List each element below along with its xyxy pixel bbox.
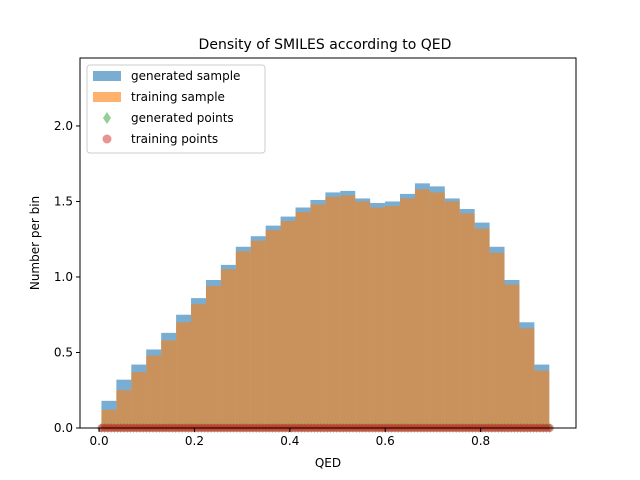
legend-marker — [102, 134, 112, 144]
histogram-bar — [534, 370, 550, 428]
histogram-bar — [325, 196, 341, 428]
legend-label: training sample — [131, 90, 225, 104]
axes-frame — [79, 57, 577, 429]
histogram-bar — [191, 304, 206, 428]
histogram-bar — [355, 201, 371, 428]
legend-marker — [103, 112, 111, 124]
histogram-bar — [414, 189, 430, 428]
legend-label: generated points — [131, 111, 234, 125]
histogram-bar — [400, 198, 415, 428]
legend-swatch — [93, 71, 121, 81]
histogram-bar — [519, 328, 535, 428]
series-training-sample — [101, 189, 550, 428]
x-tick-label: 0.8 — [471, 434, 490, 448]
legend: generated sample training sample generated… — [86, 64, 266, 154]
histogram-bar — [489, 252, 505, 428]
histogram-bar — [459, 213, 475, 428]
legend-item: generated points — [103, 111, 234, 125]
x-axis: 0.0 0.2 0.4 0.6 0.8 — [90, 428, 490, 448]
legend-label: training points — [131, 132, 218, 146]
x-tick-label: 0.6 — [376, 434, 395, 448]
histogram-bar — [176, 322, 192, 428]
x-tick-label: 0.4 — [280, 434, 299, 448]
histogram-bar — [474, 228, 490, 428]
histogram-bar — [385, 206, 401, 428]
y-axis: 0.0 0.5 1.0 1.5 2.0 — [54, 119, 80, 435]
y-tick-label: 1.0 — [54, 270, 73, 284]
x-tick-label: 0.2 — [185, 434, 204, 448]
y-axis-label: Number per bin — [28, 196, 42, 290]
legend-item: training sample — [93, 90, 225, 104]
histogram-bar — [205, 286, 221, 428]
legend-swatch — [93, 92, 121, 102]
legend-item: generated sample — [93, 69, 240, 83]
histogram-bar — [101, 409, 117, 428]
x-tick-label: 0.0 — [90, 434, 109, 448]
legend-box — [86, 64, 266, 154]
chart-title: Density of SMILES according to QED — [199, 37, 452, 53]
histogram-bar — [444, 201, 460, 428]
y-tick-label: 2.0 — [54, 119, 73, 133]
legend-item: training points — [102, 132, 218, 146]
histogram-bar — [161, 340, 177, 428]
histogram-bar — [340, 195, 356, 428]
histogram-bar — [310, 204, 326, 428]
histogram-bar — [116, 390, 132, 428]
histogram-bar — [220, 269, 236, 428]
y-tick-label: 0.5 — [54, 345, 73, 359]
histogram-bar — [504, 284, 520, 428]
histogram-bar — [280, 221, 296, 428]
histogram-bar — [146, 355, 162, 428]
legend-label: generated sample — [131, 69, 240, 83]
histogram-bar — [235, 251, 251, 428]
x-axis-label: QED — [315, 456, 341, 470]
histogram-bar — [370, 207, 386, 428]
y-tick-label: 0.0 — [54, 421, 73, 435]
histogram-bar — [429, 192, 445, 428]
y-tick-label: 1.5 — [54, 194, 73, 208]
histogram-bar — [250, 240, 266, 428]
histogram-bar — [265, 230, 281, 428]
histogram-bar — [295, 212, 311, 428]
histogram-bar — [131, 372, 147, 428]
